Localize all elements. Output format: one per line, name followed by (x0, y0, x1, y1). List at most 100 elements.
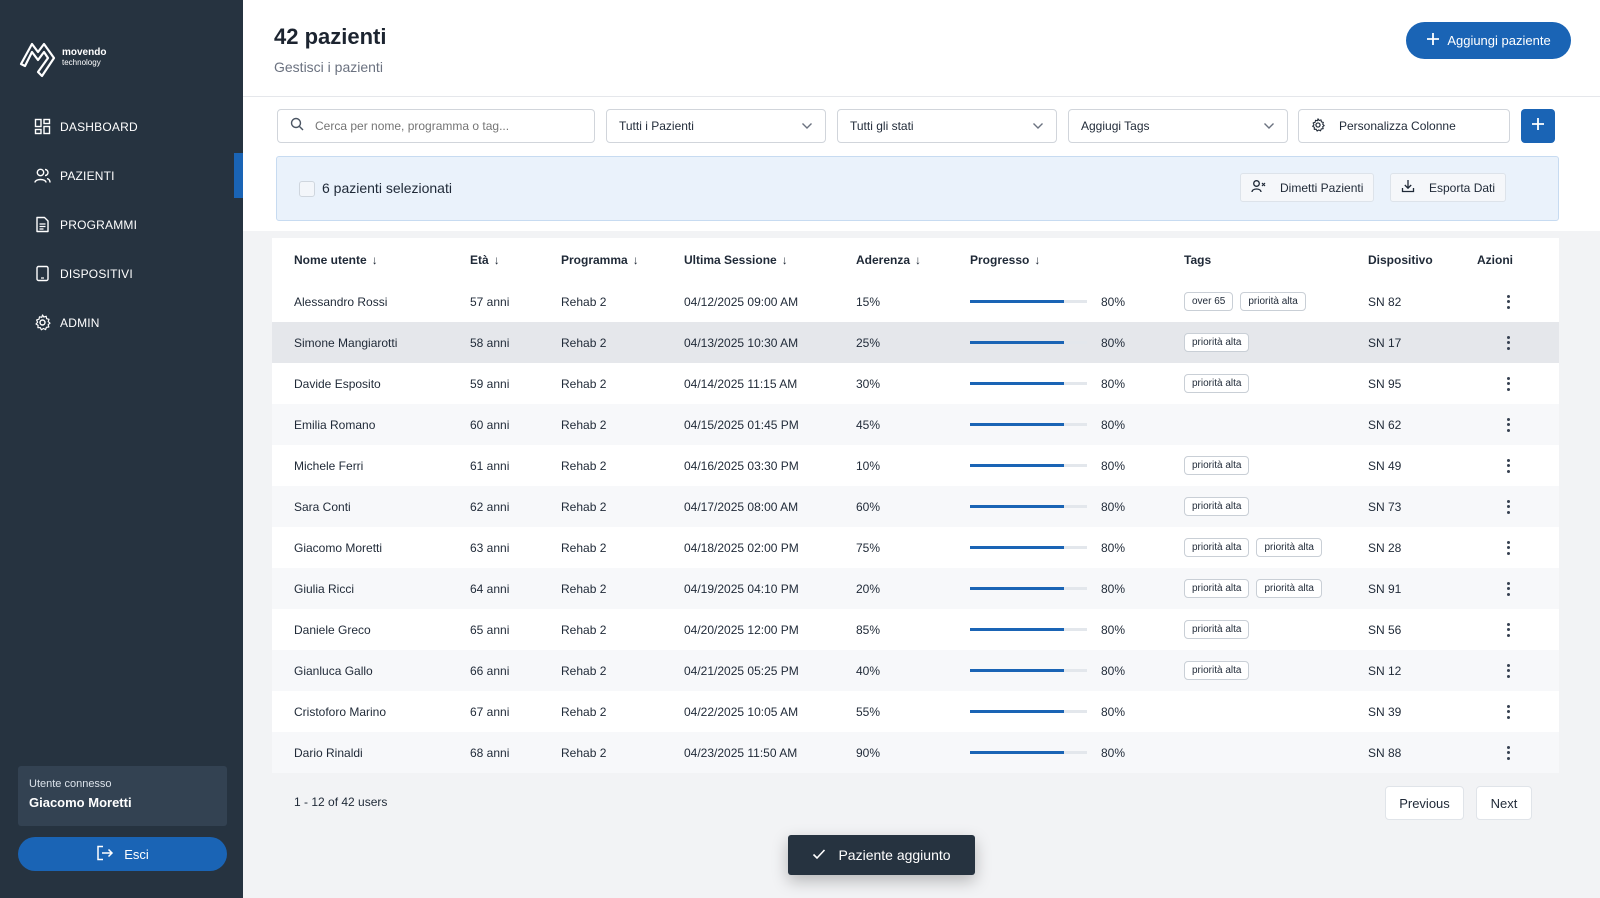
brand-logo[interactable]: movendo technology (18, 38, 106, 78)
cell-device: SN 28 (1368, 540, 1402, 555)
tag-badge[interactable]: priorità alta (1184, 538, 1250, 557)
select-all-checkbox[interactable] (299, 181, 315, 197)
row-actions-menu-icon[interactable] (1503, 540, 1513, 555)
cell-adherence: 60% (856, 499, 881, 514)
row-actions-menu-icon[interactable] (1503, 294, 1513, 309)
table-row[interactable]: Michele Ferri 61 anni Rehab 2 04/16/2025 03… (272, 445, 1559, 486)
next-button[interactable]: Next (1476, 786, 1532, 820)
export-data-button[interactable]: Esporta Dati (1390, 173, 1507, 202)
patients-filter-select[interactable]: Tutti i Pazienti (606, 109, 826, 143)
row-actions-menu-icon[interactable] (1503, 417, 1513, 432)
sidebar-item-programmi[interactable]: PROGRAMMI (0, 200, 243, 249)
progress-bar-fill (970, 751, 1064, 754)
cell-device: SN 12 (1368, 663, 1402, 678)
cell-age: 63 anni (470, 540, 510, 555)
add-filter-button[interactable] (1521, 109, 1555, 143)
table-row[interactable]: Davide Esposito 59 anni Rehab 2 04/14/2025 … (272, 363, 1559, 404)
sidebar-item-pazienti[interactable]: PAZIENTI (0, 151, 243, 200)
table-row[interactable]: Giacomo Moretti 63 anni Rehab 2 04/18/2025 … (272, 527, 1559, 568)
row-actions-menu-icon[interactable] (1503, 745, 1513, 760)
page-subtitle: Gestisci i pazienti (274, 59, 383, 75)
selection-bar: 6 pazienti selezionati Dimetti Pazienti … (276, 156, 1559, 221)
table-row[interactable]: Dario Rinaldi 68 anni Rehab 2 04/23/2025 11… (272, 732, 1559, 773)
table-row[interactable]: Giulia Ricci 64 anni Rehab 2 04/19/2025 04:… (272, 568, 1559, 609)
chevron-down-icon (1032, 119, 1044, 133)
sidebar-item-dispositivi[interactable]: DISPOSITIVI (0, 249, 243, 298)
status-filter-select[interactable]: Tutti gli stati (837, 109, 1057, 143)
row-actions-menu-icon[interactable] (1503, 458, 1513, 473)
row-actions-menu-icon[interactable] (1503, 581, 1513, 596)
tag-badge[interactable]: priorità alta (1184, 456, 1250, 475)
cell-device: SN 56 (1368, 622, 1402, 637)
table-row[interactable]: Simone Mangiarotti 58 anni Rehab 2 04/13/20… (272, 322, 1559, 363)
row-actions-menu-icon[interactable] (1503, 704, 1513, 719)
col-session-label: Ultima Sessione (684, 252, 777, 267)
tag-badge[interactable]: priorità alta (1184, 579, 1250, 598)
table-row[interactable]: Sara Conti 62 anni Rehab 2 04/17/2025 08:00… (272, 486, 1559, 527)
table-row[interactable]: Cristoforo Marino 67 anni Rehab 2 04/22/202… (272, 691, 1559, 732)
tag-badge[interactable]: priorità alta (1256, 538, 1322, 557)
cell-tags: priorità alta (1184, 661, 1256, 680)
discharge-patients-label: Dimetti Pazienti (1280, 180, 1364, 195)
sidebar: movendo technology DASHBOARD PAZIENTI PR… (0, 0, 243, 898)
row-actions-menu-icon[interactable] (1503, 622, 1513, 637)
progress-bar (970, 464, 1087, 467)
tag-badge[interactable]: priorità alta (1184, 497, 1250, 516)
col-program-header[interactable]: Programma ↓ (561, 253, 639, 267)
header-divider (243, 96, 1600, 97)
tag-badge[interactable]: priorità alta (1184, 374, 1250, 393)
sidebar-item-dashboard[interactable]: DASHBOARD (0, 102, 243, 151)
search-box[interactable] (277, 109, 595, 143)
cell-age: 66 anni (470, 663, 510, 678)
col-name-header[interactable]: Nome utente ↓ (294, 253, 378, 267)
tag-badge[interactable]: over 65 (1184, 292, 1234, 311)
col-age-header[interactable]: Età ↓ (470, 253, 500, 267)
col-session-header[interactable]: Ultima Sessione ↓ (684, 253, 788, 267)
tag-badge[interactable]: priorità alta (1184, 620, 1250, 639)
cell-last-session: 04/12/2025 09:00 AM (684, 294, 799, 309)
cell-tags: priorità alta (1184, 374, 1256, 393)
connected-user-label: Utente connesso (29, 778, 112, 790)
cell-age: 68 anni (470, 745, 510, 760)
row-actions-menu-icon[interactable] (1503, 376, 1513, 391)
tag-badge[interactable]: priorità alta (1240, 292, 1306, 311)
progress-bar (970, 669, 1087, 672)
user-remove-icon (1251, 179, 1266, 196)
plus-icon (1531, 117, 1545, 136)
row-actions-menu-icon[interactable] (1503, 335, 1513, 350)
progress-bar-fill (970, 587, 1064, 590)
add-patient-button[interactable]: Aggiungi paziente (1406, 22, 1571, 59)
cell-device: SN 17 (1368, 335, 1402, 350)
cell-progress-value: 80% (1101, 540, 1126, 555)
col-progress-header[interactable]: Progresso ↓ (970, 253, 1040, 267)
table-row[interactable]: Emilia Romano 60 anni Rehab 2 04/15/2025 01… (272, 404, 1559, 445)
cell-device: SN 73 (1368, 499, 1402, 514)
add-patient-label: Aggiungi paziente (1447, 33, 1551, 48)
previous-button[interactable]: Previous (1385, 786, 1464, 820)
customize-columns-button[interactable]: Personalizza Colonne (1298, 109, 1510, 143)
table-row[interactable]: Gianluca Gallo 66 anni Rehab 2 04/21/2025 0… (272, 650, 1559, 691)
movendo-logo-icon (19, 42, 56, 78)
search-input[interactable] (315, 119, 575, 133)
sidebar-item-label: PAZIENTI (60, 168, 115, 183)
document-icon (34, 216, 51, 233)
connected-user: Utente connesso Giacomo Moretti (18, 766, 227, 826)
discharge-patients-button[interactable]: Dimetti Pazienti (1240, 173, 1375, 202)
table-row[interactable]: Alessandro Rossi 57 anni Rehab 2 04/12/2025… (272, 281, 1559, 322)
col-adherence-header[interactable]: Aderenza ↓ (856, 253, 921, 267)
arrow-down-icon: ↓ (371, 252, 378, 267)
tags-filter-select[interactable]: Aggiugi Tags (1068, 109, 1288, 143)
tag-badge[interactable]: priorità alta (1184, 333, 1250, 352)
progress-bar (970, 628, 1087, 631)
table-row[interactable]: Daniele Greco 65 anni Rehab 2 04/20/2025 12… (272, 609, 1559, 650)
progress-bar (970, 382, 1087, 385)
cell-last-session: 04/22/2025 10:05 AM (684, 704, 799, 719)
sidebar-item-admin[interactable]: ADMIN (0, 298, 243, 347)
cell-tags: over 65 priorità alta (1184, 292, 1313, 311)
logout-button[interactable]: Esci (18, 837, 227, 871)
row-actions-menu-icon[interactable] (1503, 499, 1513, 514)
cell-last-session: 04/14/2025 11:15 AM (684, 376, 798, 391)
tag-badge[interactable]: priorità alta (1256, 579, 1322, 598)
row-actions-menu-icon[interactable] (1503, 663, 1513, 678)
tag-badge[interactable]: priorità alta (1184, 661, 1250, 680)
